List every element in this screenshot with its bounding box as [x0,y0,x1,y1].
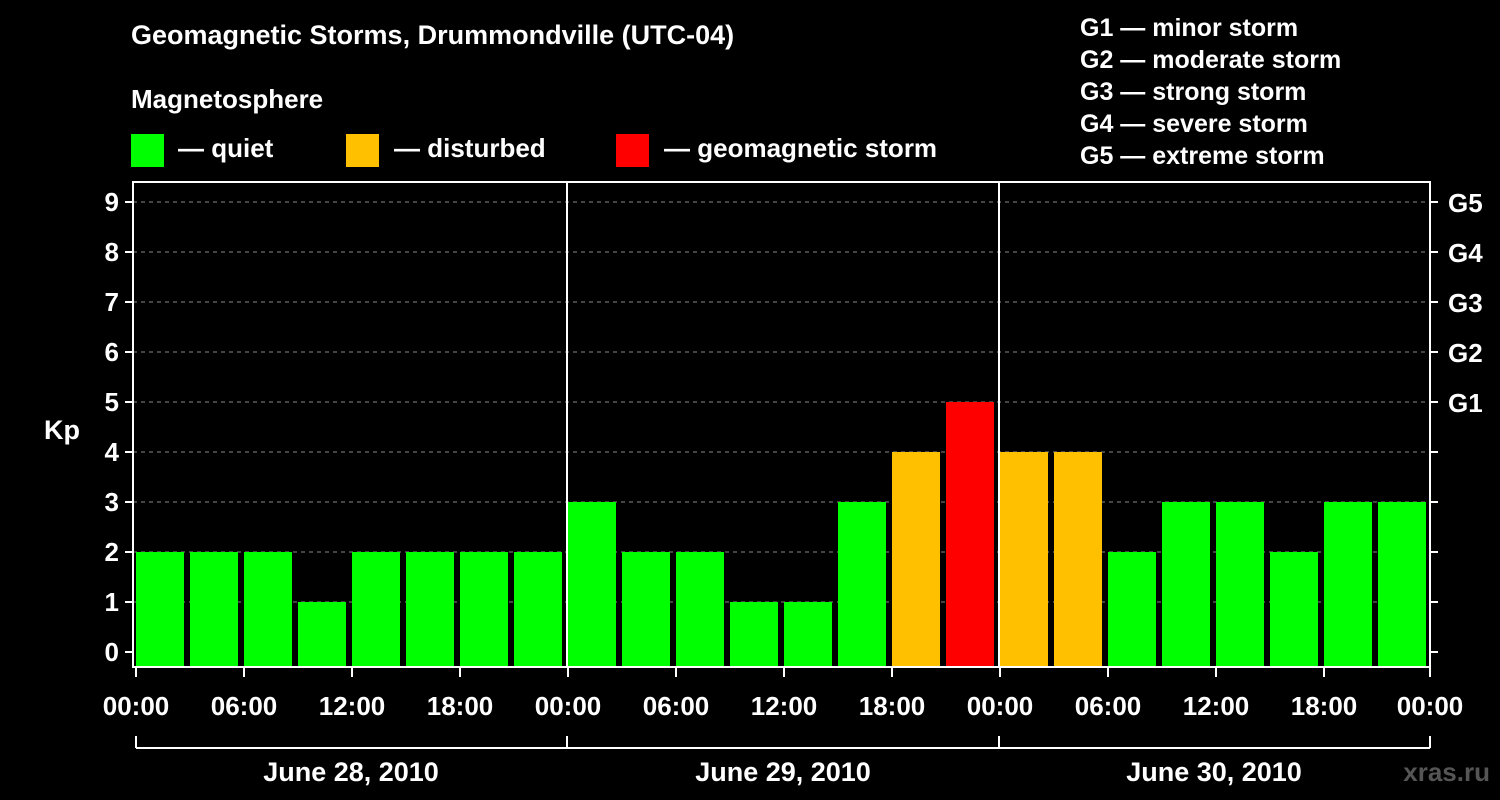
y-tick-label: 7 [105,287,119,317]
kp-bar [298,602,346,667]
kp-bar [730,602,778,667]
kp-bar [838,502,886,667]
kp-bar [784,602,832,667]
disturbed-swatch [346,134,379,167]
kp-bar [1324,502,1372,667]
g-level-label: G4 [1448,238,1483,268]
x-tick-label: 06:00 [1075,691,1142,721]
g-level-label: G2 [1448,338,1483,368]
y-tick-label: 4 [105,437,120,467]
kp-bar [1108,552,1156,667]
kp-bar [1054,452,1102,667]
kp-bar [352,552,400,667]
kp-bar [1270,552,1318,667]
plot-frame [132,181,1431,668]
quiet-swatch [131,134,164,167]
y-axis-label: Kp [44,415,80,445]
kp-bar [622,552,670,667]
legend-disturbed-label: — disturbed [394,133,546,163]
x-tick-label: 06:00 [211,691,278,721]
kp-bar [1000,452,1048,667]
kp-bar [676,552,724,667]
chart-subtitle: Magnetosphere [131,84,324,114]
day-label: June 29, 2010 [695,757,871,787]
kp-bar [946,402,994,667]
x-tick-label: 18:00 [859,691,926,721]
storm-scale-g1: G1 — minor storm [1080,14,1299,42]
kp-bar [406,552,454,667]
x-tick-label: 00:00 [103,691,170,721]
x-tick-label: 18:00 [1291,691,1358,721]
y-tick-label: 6 [105,337,119,367]
y-tick-label: 5 [105,387,119,417]
kp-bar [1378,502,1426,667]
kp-bar [892,452,940,667]
x-tick-label: 00:00 [1397,691,1464,721]
y-tick-label: 0 [105,637,119,667]
x-tick-label: 12:00 [751,691,818,721]
g-level-label: G3 [1448,288,1483,318]
kp-bar [460,552,508,667]
y-tick-label: 9 [105,187,119,217]
storm-scale-g4: G4 — severe storm [1080,110,1308,138]
legend-storm-label: — geomagnetic storm [664,133,938,163]
watermark: xras.ru [1403,757,1490,787]
day-label: June 30, 2010 [1126,757,1302,787]
storm-swatch [616,134,649,167]
g-level-label: G5 [1448,188,1483,218]
y-tick-label: 1 [105,587,119,617]
storm-scale-g3: G3 — strong storm [1080,78,1307,106]
kp-bar [190,552,238,667]
storm-scale-g2: G2 — moderate storm [1080,46,1342,74]
kp-bar [1216,502,1264,667]
day-label: June 28, 2010 [263,757,439,787]
x-tick-label: 18:00 [427,691,494,721]
kp-bar [568,502,616,667]
kp-bar [1162,502,1210,667]
kp-bar [244,552,292,667]
legend-quiet-label: — quiet [178,133,274,163]
y-tick-label: 2 [105,537,119,567]
x-tick-label: 06:00 [643,691,710,721]
storm-scale-g5: G5 — extreme storm [1080,142,1325,170]
kp-bar [136,552,184,667]
g-level-label: G1 [1448,388,1483,418]
x-tick-label: 12:00 [1183,691,1250,721]
y-tick-label: 8 [105,237,119,267]
y-tick-label: 3 [105,487,119,517]
x-tick-label: 12:00 [319,691,386,721]
x-tick-label: 00:00 [535,691,602,721]
chart-title: Geomagnetic Storms, Drummondville (UTC-0… [131,20,735,50]
x-tick-label: 00:00 [967,691,1034,721]
kp-bar [514,552,562,667]
